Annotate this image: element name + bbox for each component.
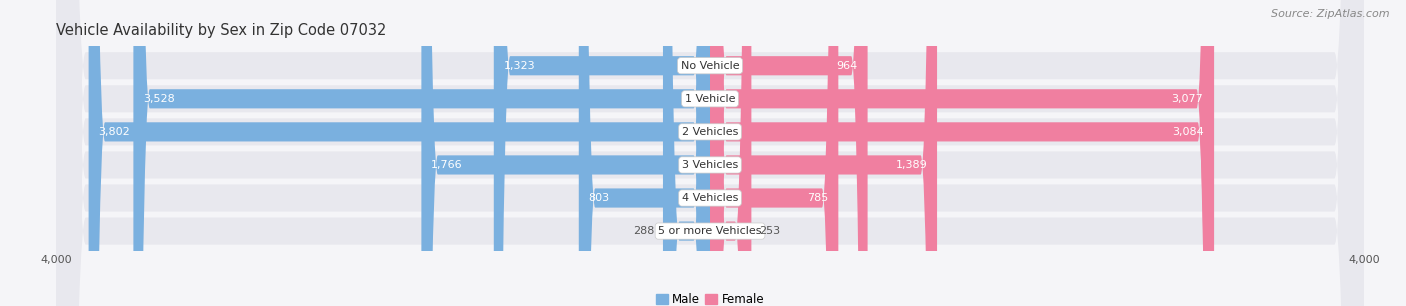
Text: 1,323: 1,323 bbox=[503, 61, 536, 71]
FancyBboxPatch shape bbox=[710, 0, 1213, 306]
FancyBboxPatch shape bbox=[56, 0, 1364, 306]
Text: 3,077: 3,077 bbox=[1171, 94, 1204, 104]
Text: 2 Vehicles: 2 Vehicles bbox=[682, 127, 738, 137]
Text: 1,389: 1,389 bbox=[896, 160, 927, 170]
Text: 803: 803 bbox=[589, 193, 610, 203]
Text: 785: 785 bbox=[807, 193, 828, 203]
Text: 288: 288 bbox=[634, 226, 655, 236]
FancyBboxPatch shape bbox=[89, 0, 710, 306]
Text: No Vehicle: No Vehicle bbox=[681, 61, 740, 71]
FancyBboxPatch shape bbox=[134, 0, 710, 306]
Text: Vehicle Availability by Sex in Zip Code 07032: Vehicle Availability by Sex in Zip Code … bbox=[56, 23, 387, 38]
FancyBboxPatch shape bbox=[56, 0, 1364, 306]
Text: 253: 253 bbox=[759, 226, 780, 236]
FancyBboxPatch shape bbox=[56, 0, 1364, 306]
Text: Source: ZipAtlas.com: Source: ZipAtlas.com bbox=[1271, 9, 1389, 19]
Text: 3,802: 3,802 bbox=[98, 127, 131, 137]
FancyBboxPatch shape bbox=[56, 0, 1364, 306]
FancyBboxPatch shape bbox=[56, 0, 1364, 306]
FancyBboxPatch shape bbox=[710, 0, 936, 306]
FancyBboxPatch shape bbox=[664, 0, 710, 306]
Text: 3,528: 3,528 bbox=[143, 94, 174, 104]
FancyBboxPatch shape bbox=[422, 0, 710, 306]
FancyBboxPatch shape bbox=[710, 0, 838, 306]
Text: 1,766: 1,766 bbox=[432, 160, 463, 170]
FancyBboxPatch shape bbox=[710, 0, 751, 306]
FancyBboxPatch shape bbox=[56, 0, 1364, 306]
Legend: Male, Female: Male, Female bbox=[651, 288, 769, 306]
FancyBboxPatch shape bbox=[710, 0, 868, 306]
FancyBboxPatch shape bbox=[710, 0, 1215, 306]
Text: 4 Vehicles: 4 Vehicles bbox=[682, 193, 738, 203]
FancyBboxPatch shape bbox=[579, 0, 710, 306]
Text: 5 or more Vehicles: 5 or more Vehicles bbox=[658, 226, 762, 236]
Text: 964: 964 bbox=[837, 61, 858, 71]
Text: 3,084: 3,084 bbox=[1173, 127, 1205, 137]
Text: 1 Vehicle: 1 Vehicle bbox=[685, 94, 735, 104]
FancyBboxPatch shape bbox=[494, 0, 710, 306]
Text: 3 Vehicles: 3 Vehicles bbox=[682, 160, 738, 170]
